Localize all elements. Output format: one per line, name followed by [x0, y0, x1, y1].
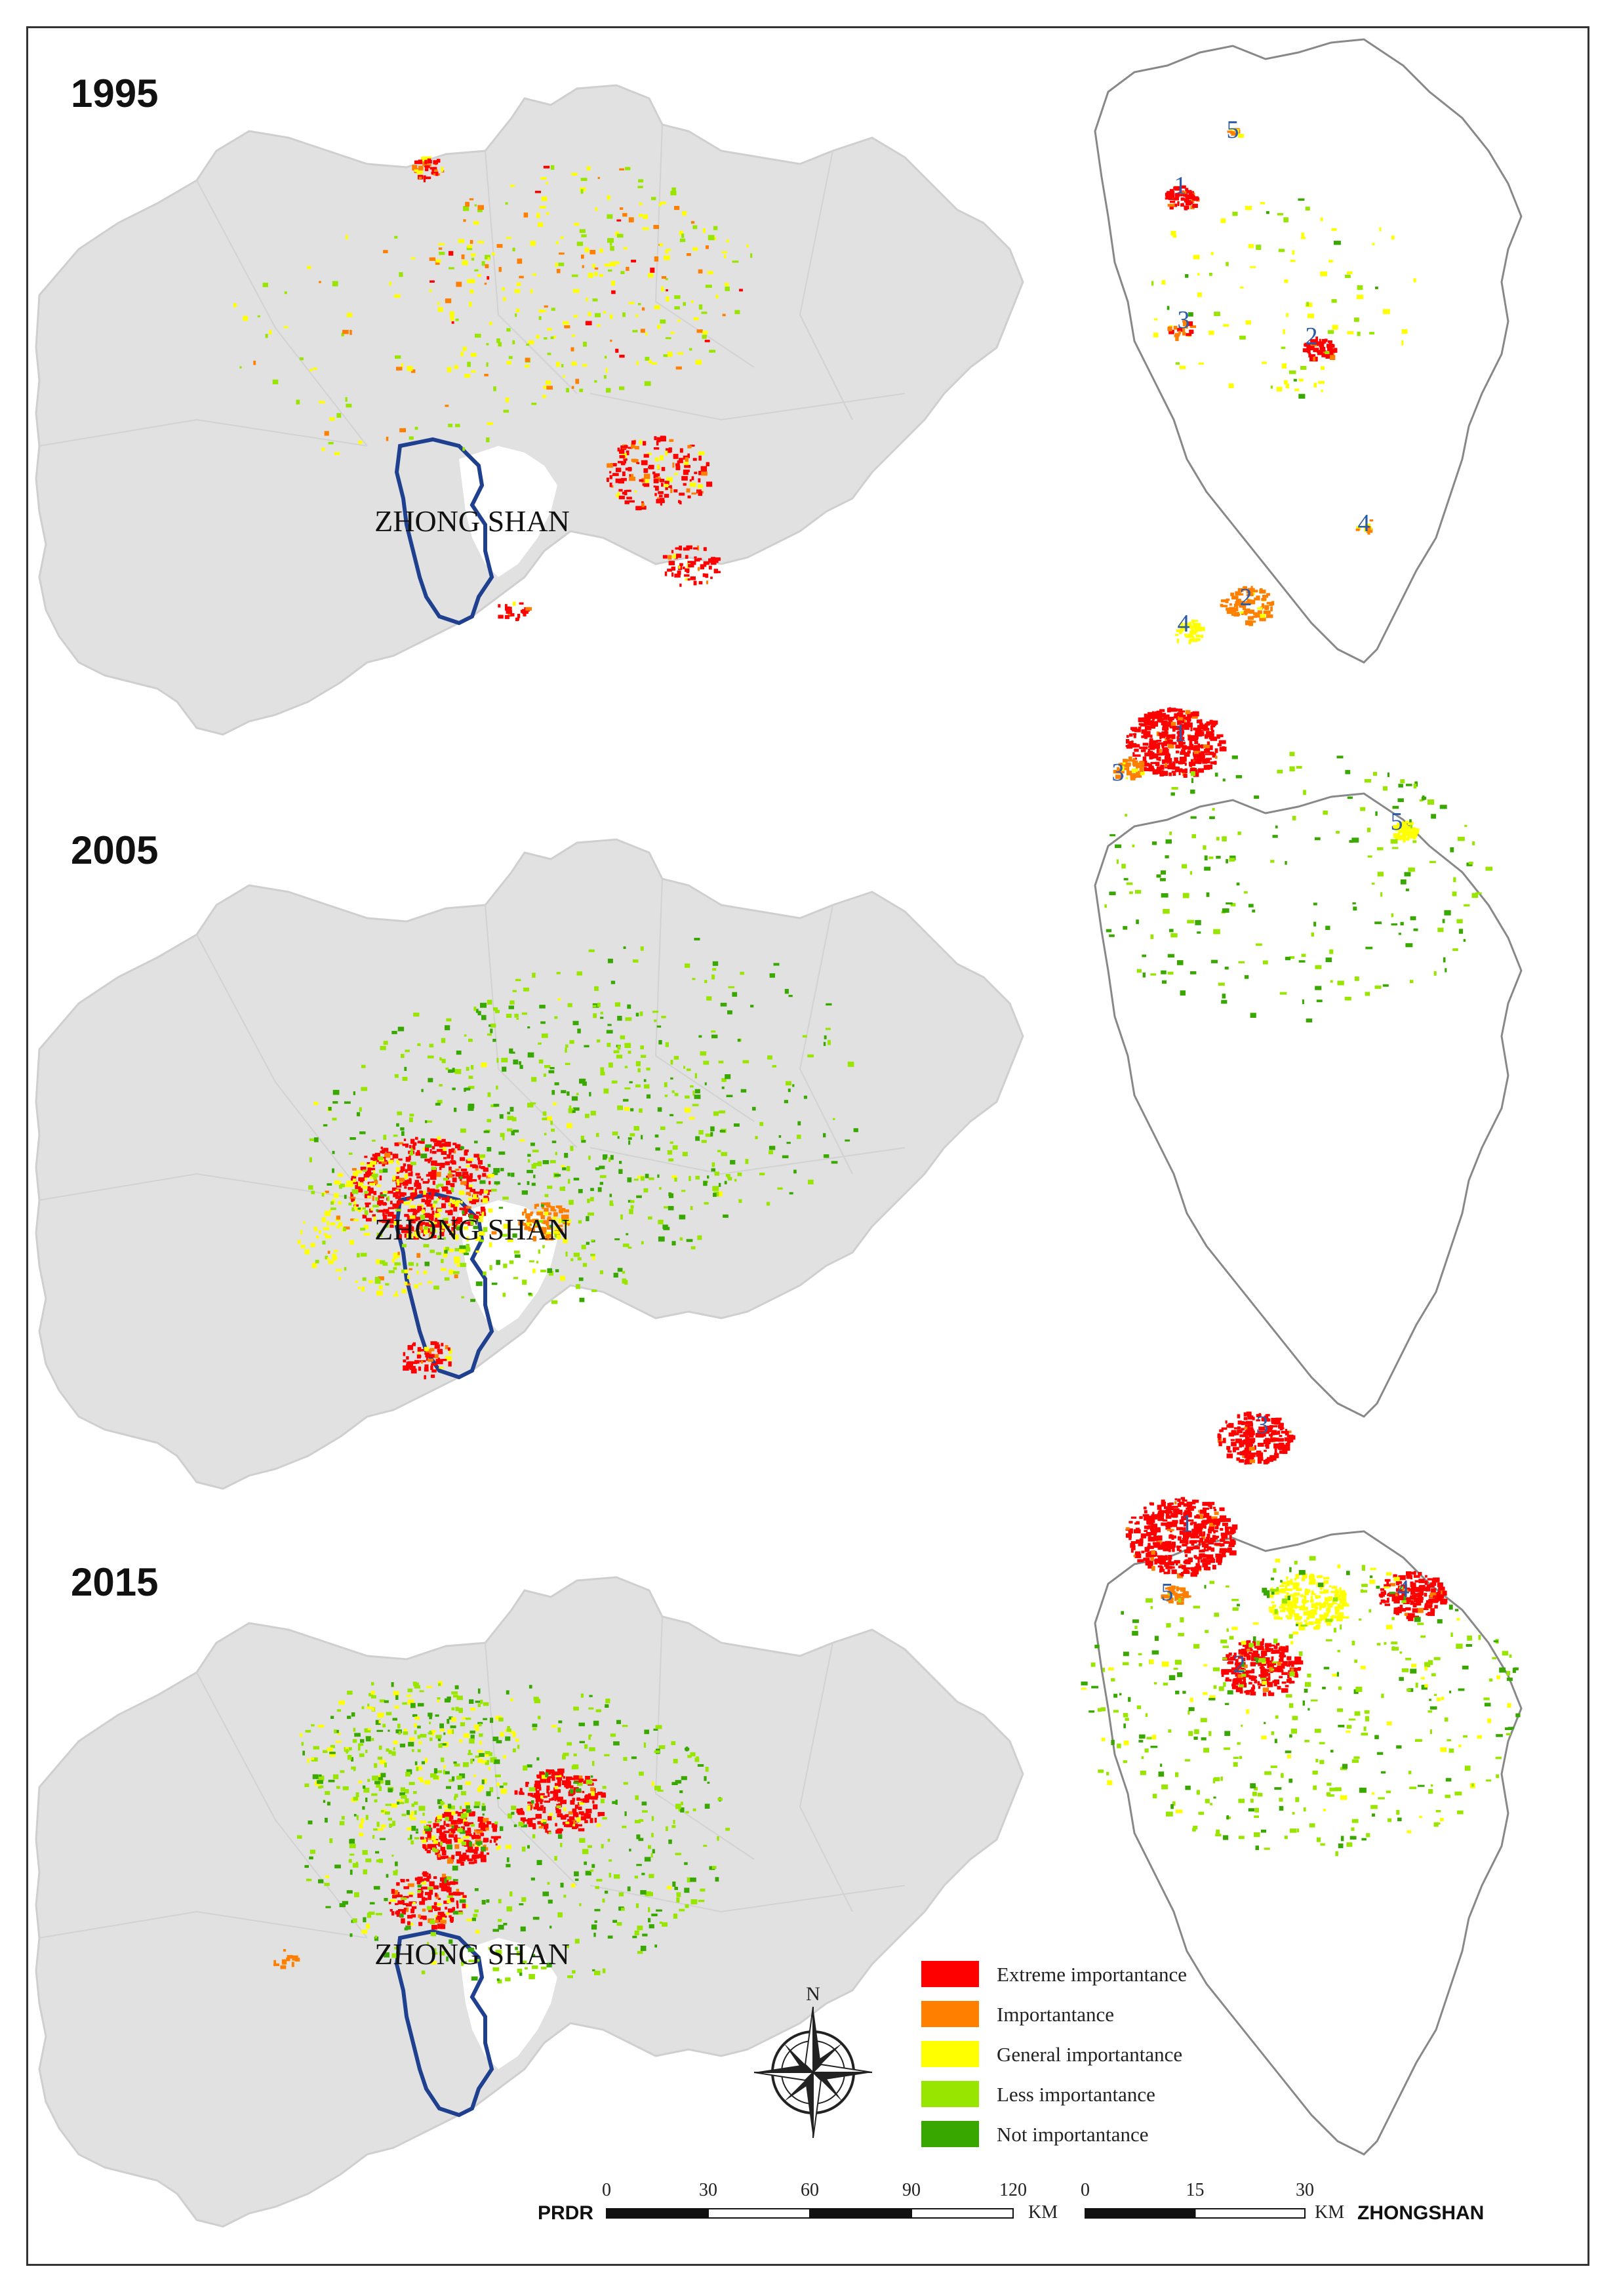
panel-1995: ZHONG SHAN 5 1 3 2 4 — [35, 38, 1523, 736]
legend-swatch — [921, 2081, 979, 2107]
legend-label: Not importantance — [997, 2123, 1149, 2146]
north-label: N — [806, 1983, 820, 2005]
hotspot-number: 1 — [1174, 719, 1187, 747]
hotspot-number: 2 — [1240, 584, 1252, 611]
legend-swatch — [921, 1961, 979, 1987]
prdr-region — [35, 1576, 1024, 2228]
hotspot-number: 2 — [1306, 323, 1318, 350]
prdr-map — [35, 1576, 1024, 2228]
legend-swatch — [921, 2001, 979, 2027]
scalebar-tick: 60 — [801, 2180, 819, 2200]
legend-swatch — [921, 2041, 979, 2067]
zhongshan-label: ZHONG SHAN — [374, 1937, 570, 1971]
legend-label: Extreme importantance — [997, 1963, 1187, 1986]
hotspot-number: 3 — [1112, 759, 1125, 786]
legend-swatch — [921, 2121, 979, 2147]
compass-rose-icon: N — [753, 1983, 873, 2139]
landuse-patches — [273, 1411, 1521, 1984]
year-label: 2015 — [71, 1560, 159, 1604]
hotspot-number: 3 — [1256, 1411, 1269, 1439]
hotspot-number: 5 — [1227, 116, 1239, 144]
legend: Extreme importantance Importantance Genera… — [921, 1961, 1187, 2147]
scalebar-tick: 30 — [699, 2180, 717, 2200]
prdr-map — [35, 838, 1024, 1490]
hotspot-number: 5 — [1161, 1579, 1174, 1606]
hotspot-number: 1 — [1181, 1510, 1193, 1537]
scalebar-tick: 0 — [602, 2180, 611, 2200]
year-label: 1995 — [71, 71, 159, 115]
year-label: 2005 — [71, 828, 159, 872]
landuse-patches — [297, 586, 1493, 1380]
hotspot-number: 5 — [1391, 808, 1403, 836]
hotspot-number: 1 — [1174, 172, 1187, 199]
scalebar-tick: 90 — [902, 2180, 921, 2200]
hotspot-number: 4 — [1358, 510, 1370, 537]
scalebar-unit: KM — [1028, 2202, 1058, 2223]
scalebar-name: PRDR — [538, 2202, 593, 2224]
legend-label: Importantance — [997, 2003, 1114, 2026]
landuse-patches — [233, 128, 1416, 622]
zhongshan-label: ZHONG SHAN — [374, 1213, 570, 1246]
scalebar-unit: KM — [1315, 2202, 1344, 2223]
legend-label: General importantance — [997, 2043, 1182, 2066]
zhongshan-map — [1094, 792, 1523, 1418]
scalebar-tick: 120 — [999, 2180, 1027, 2200]
prdr-region — [35, 838, 1024, 1490]
scalebar-tick: 0 — [1081, 2180, 1090, 2200]
prdr-map — [35, 84, 1024, 736]
hotspot-number: 2 — [1233, 1651, 1246, 1678]
zhongshan-label: ZHONG SHAN — [374, 504, 570, 538]
scalebar-tick: 30 — [1296, 2180, 1314, 2200]
hotspot-number: 4 — [1397, 1575, 1410, 1603]
hotspot-number: 3 — [1178, 306, 1190, 334]
legend-label: Less importantance — [997, 2083, 1155, 2106]
scalebar-tick: 15 — [1186, 2180, 1205, 2200]
panel-2005: ZHONG SHAN 2 4 1 3 5 — [35, 584, 1523, 1490]
scalebar-name: ZHONGSHAN — [1357, 2202, 1484, 2224]
hotspot-number: 4 — [1178, 610, 1190, 637]
prdr-region — [35, 84, 1024, 736]
